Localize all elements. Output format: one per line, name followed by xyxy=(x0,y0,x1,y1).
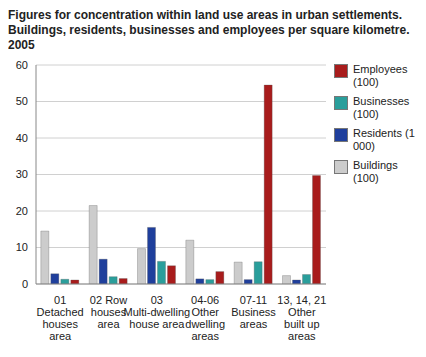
svg-text:area: area xyxy=(49,330,72,342)
svg-text:20: 20 xyxy=(16,205,28,217)
svg-text:areas: areas xyxy=(288,330,316,342)
svg-text:60: 60 xyxy=(16,59,28,71)
svg-text:Other: Other xyxy=(288,306,316,318)
svg-text:50: 50 xyxy=(16,95,28,107)
svg-text:areas: areas xyxy=(191,330,219,342)
svg-text:02 Row: 02 Row xyxy=(90,294,127,306)
html-text:Buildings (100): Buildings (100) xyxy=(353,159,398,184)
svg-text:dwelling: dwelling xyxy=(185,318,225,330)
svg-text:Multi-dwelling: Multi-dwelling xyxy=(124,306,191,318)
svg-text:10: 10 xyxy=(16,241,28,253)
svg-text:07-11: 07-11 xyxy=(240,294,267,306)
html-text:Employees (100): Employees (100) xyxy=(353,63,408,88)
svg-text:areas: areas xyxy=(240,318,268,330)
svg-text:Other: Other xyxy=(191,306,219,318)
svg-text:houses: houses xyxy=(42,318,78,330)
html-text:Figures for concentration with: Figures for concentration within land us… xyxy=(8,8,410,52)
svg-text:13, 14, 21: 13, 14, 21 xyxy=(277,294,326,306)
svg-text:40: 40 xyxy=(16,132,28,144)
svg-text:area: area xyxy=(97,318,120,330)
svg-text:30: 30 xyxy=(16,168,28,180)
svg-text:01: 01 xyxy=(54,294,66,306)
svg-text:house area: house area xyxy=(129,318,185,330)
svg-text:0: 0 xyxy=(22,278,28,290)
svg-text:built up: built up xyxy=(284,318,319,330)
svg-text:Business: Business xyxy=(231,306,276,318)
svg-text:04-06: 04-06 xyxy=(191,294,219,306)
svg-text:houses: houses xyxy=(91,306,127,318)
svg-text:Detached: Detached xyxy=(37,306,84,318)
html-text:Businesses (100): Businesses (100) xyxy=(353,95,410,120)
html-text:Residents (1 000): Residents (1 000) xyxy=(353,127,415,152)
svg-text:03: 03 xyxy=(151,294,163,306)
